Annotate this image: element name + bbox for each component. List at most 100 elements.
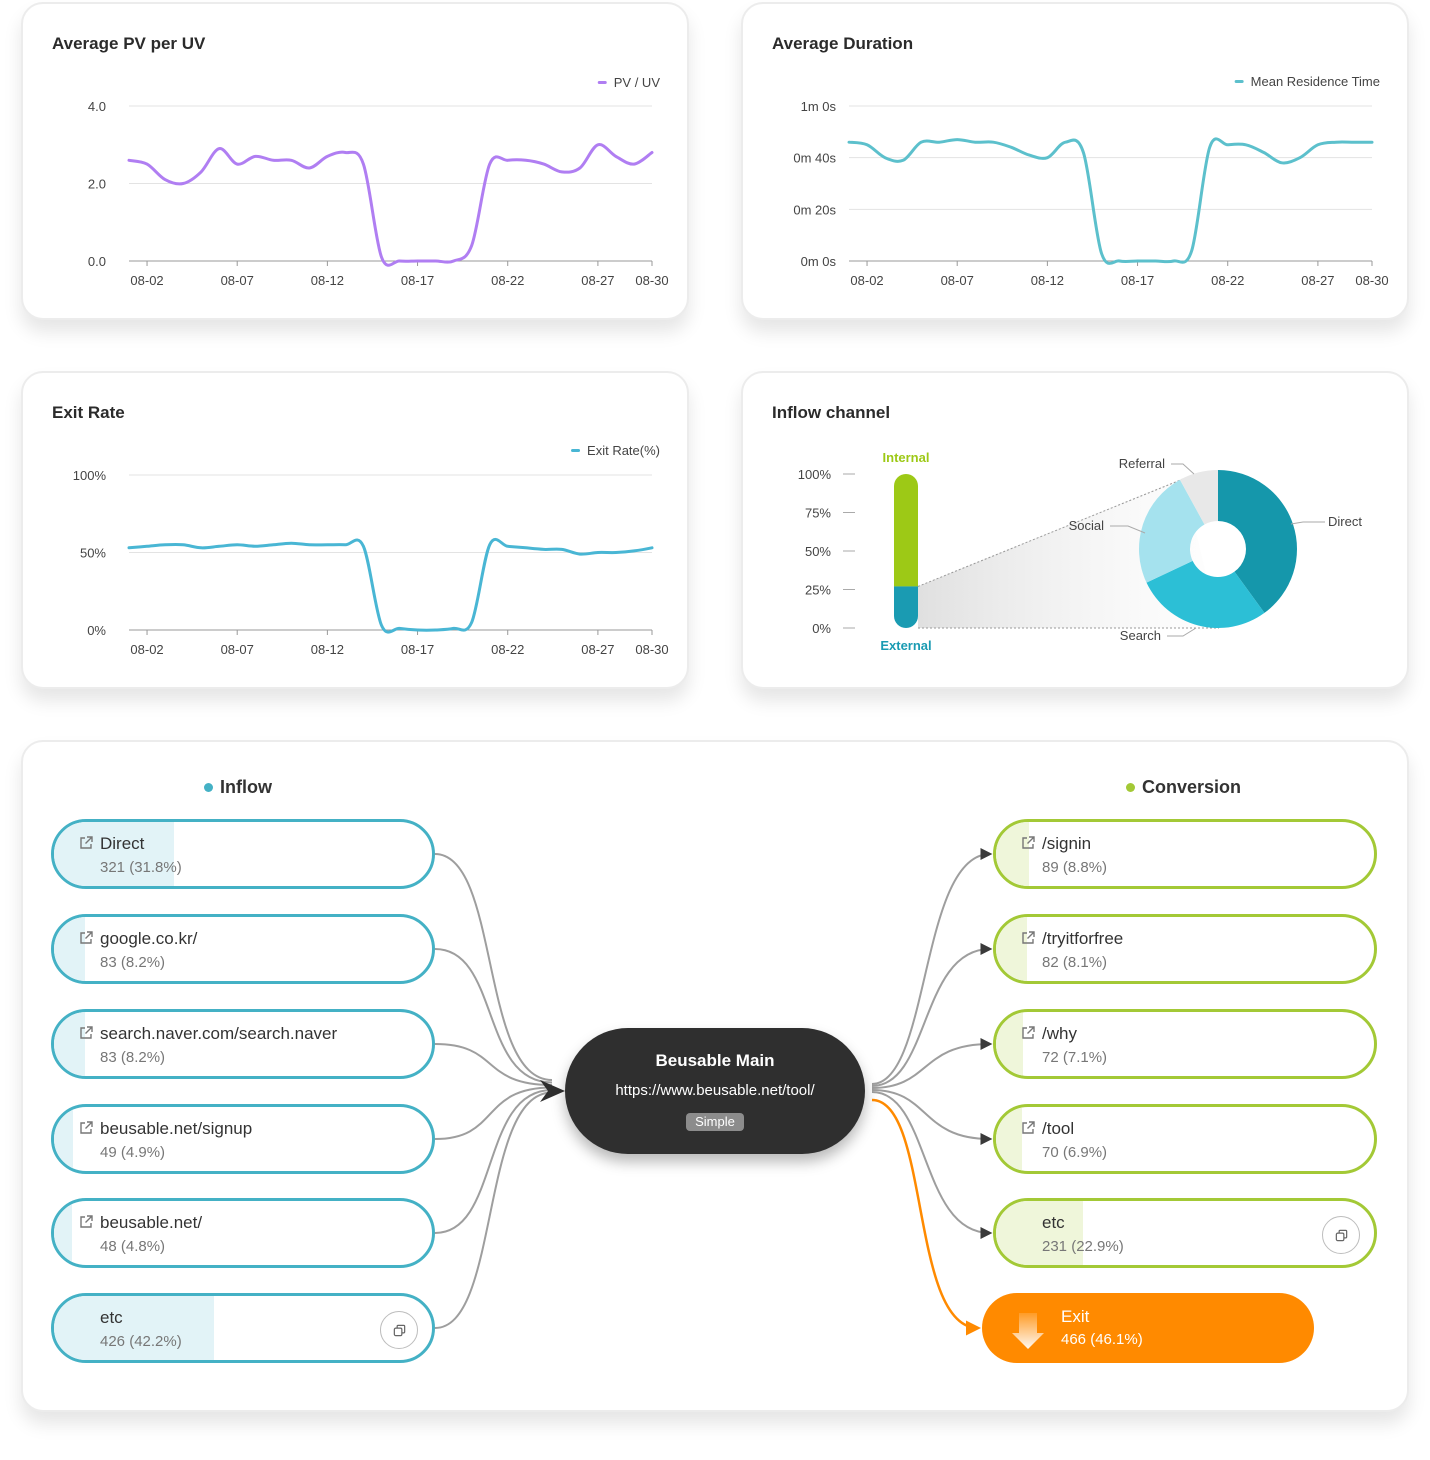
exit-rate-y-tick-label: 50%: [80, 546, 106, 561]
conversion-value: 231 (22.9%): [1042, 1238, 1124, 1255]
conversion-value: 89 (8.8%): [1042, 859, 1108, 876]
duration-data-point: [901, 159, 905, 162]
inflow-node[interactable]: beusable.net/48 (4.8%): [51, 1198, 435, 1268]
exit-node[interactable]: Exit 466 (46.1%): [982, 1293, 1314, 1363]
duration-data-point: [937, 140, 941, 144]
pv-data-point: [596, 143, 600, 146]
external-link-icon[interactable]: [78, 1025, 94, 1041]
hub-url: https://www.beusable.net/tool/: [615, 1082, 815, 1099]
pv-data-point: [272, 159, 275, 162]
external-link-icon[interactable]: [1020, 930, 1036, 946]
duration-data-point: [1154, 259, 1157, 263]
pv-data-point: [542, 162, 545, 166]
conversion-node[interactable]: /why 72 (7.1%): [993, 1009, 1377, 1079]
pv-data-point: [578, 166, 582, 170]
exit-rate-data-point: [254, 545, 257, 548]
inflow-value: 49 (4.9%): [100, 1144, 166, 1161]
duration-data-point: [919, 140, 923, 144]
exit-rate-data-point: [452, 627, 455, 630]
duration-data-point: [1262, 151, 1265, 154]
exit-value: 466 (46.1%): [1061, 1331, 1143, 1348]
duration-data-point: [1370, 140, 1374, 144]
duration-data-point: [1316, 143, 1320, 146]
inflow-node[interactable]: search.naver.com/search.naver 83 (8.2%): [51, 1009, 435, 1079]
exit-rate-data-point: [236, 543, 239, 546]
exit-rate-card: Exit Rate 0% 50% 100% 08-02 08-07 08-12 08-17 0…: [21, 371, 689, 689]
pv-y-tick-label: 4.0: [88, 99, 106, 114]
donut-slice-social: [1139, 479, 1205, 583]
inflow-channel-y-tick-label: 0%: [812, 621, 831, 636]
inflow-node[interactable]: Direct 321 (31.8%): [51, 819, 435, 889]
conversion-node[interactable]: etc 231 (22.9%): [993, 1198, 1377, 1268]
pv-data-point: [362, 162, 365, 166]
duration-data-point: [1010, 146, 1013, 149]
pv-data-point: [488, 162, 491, 166]
external-link-icon[interactable]: [1020, 1025, 1036, 1041]
exit-rate-data-point: [217, 545, 221, 548]
conversion-node[interactable]: /tool 70 (6.9%): [993, 1104, 1377, 1174]
exit-rate-x-tick-label: 08-02: [130, 642, 163, 657]
duration-x-tick-label: 08-27: [1301, 273, 1334, 288]
exit-rate-data-point: [560, 548, 564, 551]
pv-data-point: [163, 178, 167, 181]
pv-data-point: [380, 255, 383, 259]
duration-x-tick-label: 08-22: [1211, 273, 1244, 288]
exit-rate-data-point: [614, 551, 618, 554]
pv-x-tick-label: 08-22: [491, 273, 524, 288]
exit-rate-data-point: [578, 552, 582, 556]
pv-data-point: [524, 159, 527, 162]
exit-rate-x-tick-label: 08-17: [401, 642, 434, 657]
duration-data-point: [865, 143, 869, 146]
expand-etc-button[interactable]: [1322, 1216, 1360, 1254]
exit-label: Exit: [1061, 1307, 1090, 1326]
conversion-node[interactable]: /tryitforfree 82 (8.1%): [993, 914, 1377, 984]
pv-x-tick-label: 08-02: [130, 273, 163, 288]
donut-label-referral: Referral: [1119, 456, 1165, 471]
exit-arrow-icon: [1012, 1313, 1044, 1349]
pv-data-point: [326, 155, 329, 158]
donut-label-social: Social: [1069, 518, 1105, 533]
duration-x-tick-label: 08-17: [1121, 273, 1154, 288]
exit-rate-y-tick-label: 100%: [73, 468, 107, 483]
external-link-icon[interactable]: [78, 1120, 94, 1136]
pv-data-point: [614, 155, 618, 158]
inflow-heading-label: Inflow: [220, 777, 272, 797]
external-link-icon[interactable]: [1020, 835, 1036, 851]
exit-rate-data-point: [181, 543, 185, 546]
pv-data-point: [181, 182, 185, 185]
pv-chart: 0.0 2.0 4.0 08-02 08-07 08-12 08-17 08-22 08-27 0…: [88, 75, 669, 288]
expand-etc-button[interactable]: [380, 1311, 418, 1349]
inflow-channel-y-tick-label: 100%: [798, 467, 832, 482]
duration-data-point: [1082, 151, 1085, 154]
duration-data-point: [847, 140, 851, 144]
external-breakdown-fan: [918, 478, 1219, 628]
conversion-value: 70 (6.9%): [1042, 1144, 1108, 1161]
external-link-icon[interactable]: [78, 930, 94, 946]
donut-leader-line: [1167, 627, 1197, 637]
pv-data-point: [254, 155, 257, 158]
inflow-node[interactable]: beusable.net/signup 49 (4.9%): [51, 1104, 435, 1174]
inflow-node[interactable]: etc 426 (42.2%): [51, 1293, 435, 1363]
pv-x-tick-label: 08-17: [401, 273, 434, 288]
pv-data-point: [632, 162, 636, 166]
exit-rate-data-point: [308, 543, 311, 546]
hub-mode-badge[interactable]: Simple: [686, 1113, 744, 1131]
external-link-icon[interactable]: [78, 1214, 94, 1230]
conversion-name: /tryitforfree: [1042, 929, 1124, 948]
inflow-channel-y-tick-label: 75%: [805, 506, 831, 521]
exit-rate-x-tick-label: 08-27: [581, 642, 614, 657]
hub-node[interactable]: Beusable Main https://www.beusable.net/t…: [565, 1028, 865, 1154]
duration-legend-swatch: [1234, 80, 1244, 83]
conversion-node[interactable]: /signin 89 (8.8%): [993, 819, 1377, 889]
external-link-icon[interactable]: [78, 835, 94, 851]
inflow-name: beusable.net/signup: [100, 1119, 253, 1138]
pv-data-point: [308, 166, 311, 170]
donut-slice-search: [1146, 560, 1265, 628]
external-link-icon[interactable]: [1020, 1120, 1036, 1136]
inflow-channel-y-tick-label: 50%: [805, 544, 831, 559]
exit-rate-chart-title: Exit Rate: [52, 403, 125, 422]
inflow-share-bar: [54, 1107, 73, 1171]
duration-data-point: [992, 140, 995, 144]
inflow-node[interactable]: google.co.kr/83 (8.2%): [51, 914, 435, 984]
duration-card: Average Duration 0m 0s 0m 20s 0m 40s 1m 0s 0…: [741, 2, 1409, 320]
